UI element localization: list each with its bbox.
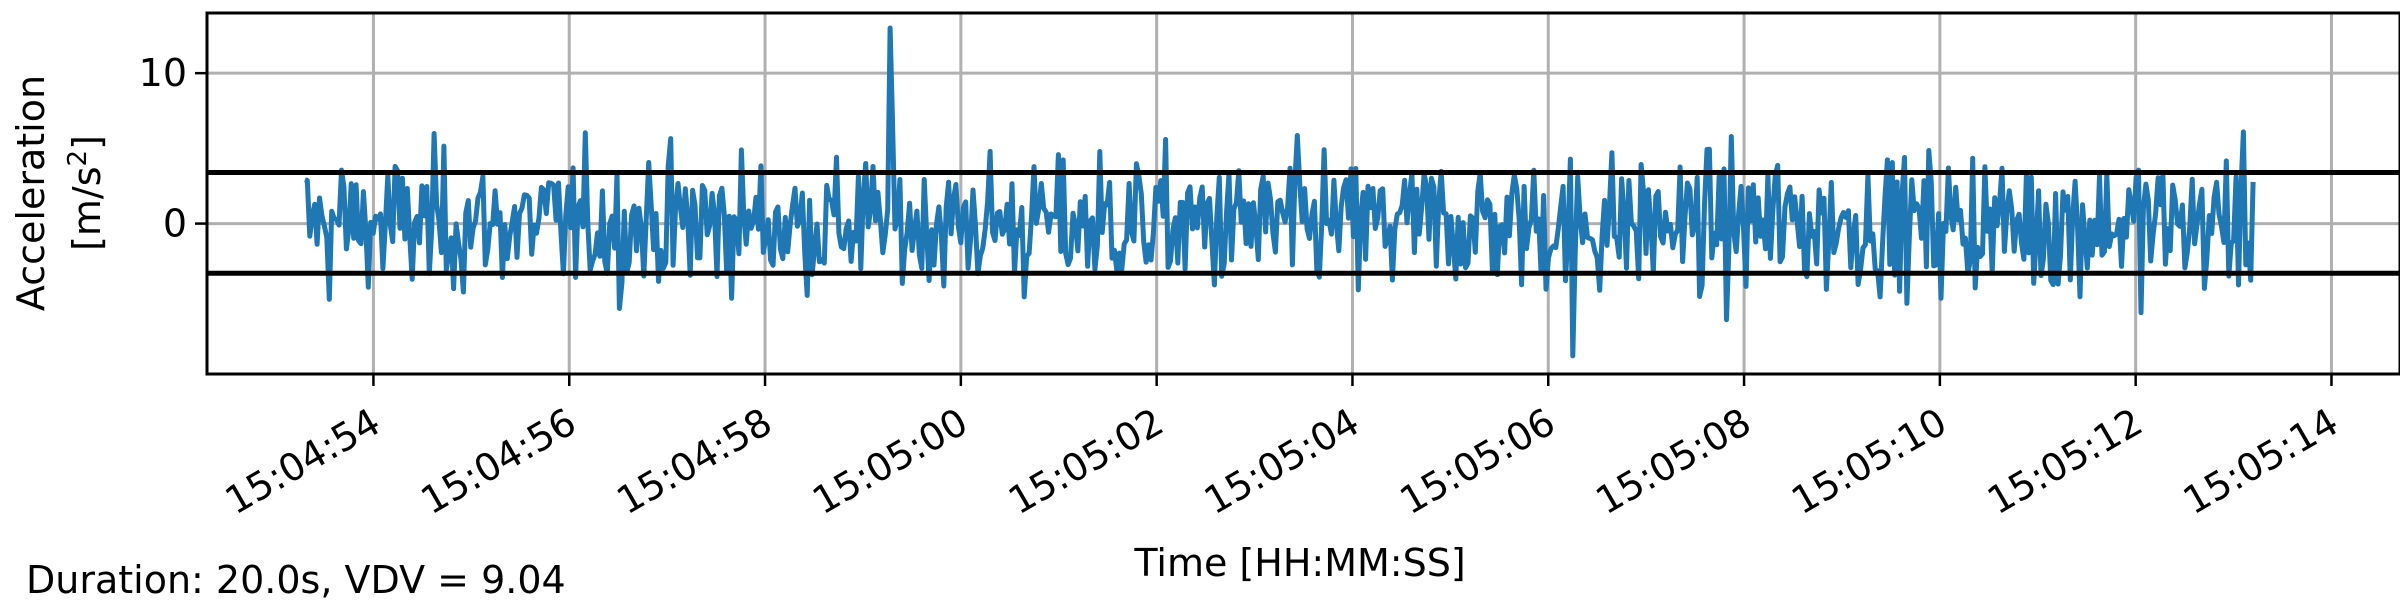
- x-tick-label: 15:04:58: [609, 400, 779, 523]
- x-tick-label: 15:05:00: [805, 400, 975, 523]
- x-axis-label: Time [HH:MM:SS]: [1133, 541, 1465, 585]
- x-tick-label: 15:05:14: [2176, 400, 2346, 523]
- y-axis-ticks: 10 0: [139, 51, 207, 246]
- y-tick-label: 10: [139, 51, 187, 95]
- x-tick-label: 15:05:10: [1784, 400, 1954, 523]
- x-tick-label: 15:05:06: [1393, 400, 1563, 523]
- x-tick-label: 15:05:08: [1588, 400, 1758, 523]
- acceleration-series-line: [304, 25, 2256, 359]
- x-tick-label: 15:04:54: [218, 400, 388, 523]
- y-axis-unit: [m/s2]: [63, 135, 109, 251]
- x-axis-ticks: 15:04:54 15:04:56 15:04:58 15:05:00 15:05:02…: [218, 374, 2346, 523]
- x-tick-label: 15:05:04: [1197, 400, 1367, 523]
- series-group: [304, 25, 2256, 359]
- x-tick-label: 15:04:56: [414, 400, 584, 523]
- x-tick-label: 15:05:02: [1001, 400, 1171, 523]
- duration-vdv-note: Duration: 20.0s, VDV = 9.04: [26, 558, 566, 602]
- y-tick-label: 0: [163, 202, 187, 246]
- plot-frame: [205, 11, 2400, 376]
- x-tick-label: 15:05:12: [1980, 400, 2150, 523]
- threshold-lines: [207, 169, 2400, 276]
- y-axis-label: Acceleration: [9, 75, 53, 311]
